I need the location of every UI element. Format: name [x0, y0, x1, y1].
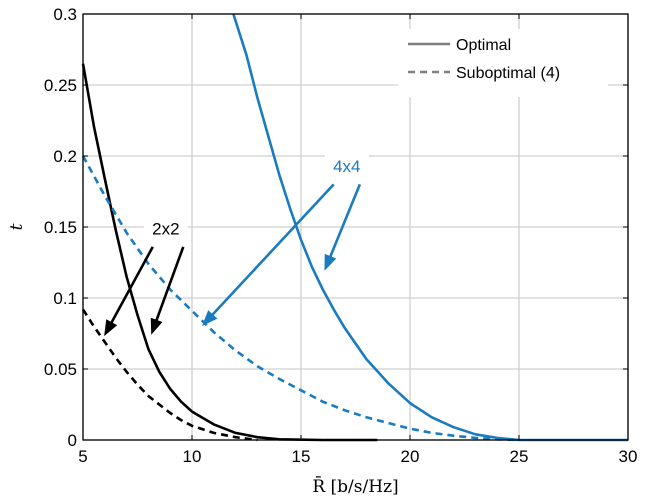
- arrow-head: [150, 317, 163, 335]
- arrow-head: [104, 319, 118, 337]
- x-tick-label: 10: [183, 447, 202, 466]
- y-tick-label: 0.3: [53, 5, 77, 24]
- legend-box: [398, 29, 608, 97]
- x-tick-label: 25: [510, 447, 529, 466]
- arrow-shaft: [110, 246, 154, 324]
- x-tick-label: 5: [78, 447, 87, 466]
- annotation-label: 4x4: [333, 157, 360, 176]
- annotation-bg: [143, 217, 188, 240]
- legend-label: Suboptimal (4): [456, 65, 560, 82]
- y-tick-label: 0.15: [44, 218, 77, 237]
- y-tick-label: 0.2: [53, 147, 77, 166]
- y-tick-label: 0.25: [44, 76, 77, 95]
- y-axis-label: t: [7, 223, 27, 230]
- arrow-shaft: [329, 183, 362, 258]
- legend-label: Optimal: [456, 37, 511, 54]
- annotations: 2x2 4x4: [143, 154, 369, 240]
- arrow-shaft: [211, 183, 335, 316]
- series-line-2x2-dashed: [81, 308, 258, 442]
- series-lines: [81, 13, 628, 442]
- annotation-arrows: [104, 183, 362, 337]
- arrow-head: [324, 253, 337, 271]
- annotation-label: 2x2: [152, 219, 179, 238]
- y-tick-label: 0.1: [53, 289, 77, 308]
- series-line-2x2-solid: [81, 63, 378, 442]
- arrow-head: [201, 310, 218, 326]
- series-line-4x4-dashed: [81, 155, 520, 442]
- tick-labels: 5 10 15 20 25 30 0 0.05 0.1 0.15 0.2 0.25 0.3: [44, 5, 638, 466]
- x-tick-label: 30: [619, 447, 638, 466]
- y-tick-label: 0: [68, 431, 77, 450]
- legend: Optimal Suboptimal (4): [398, 29, 608, 97]
- arrow-shaft: [155, 246, 185, 321]
- annotation-bg: [324, 154, 369, 177]
- x-tick-label: 15: [292, 447, 311, 466]
- x-axis-label: R̄ [b/s/Hz]: [312, 475, 398, 497]
- x-tick-label: 20: [401, 447, 420, 466]
- y-tick-label: 0.05: [44, 360, 77, 379]
